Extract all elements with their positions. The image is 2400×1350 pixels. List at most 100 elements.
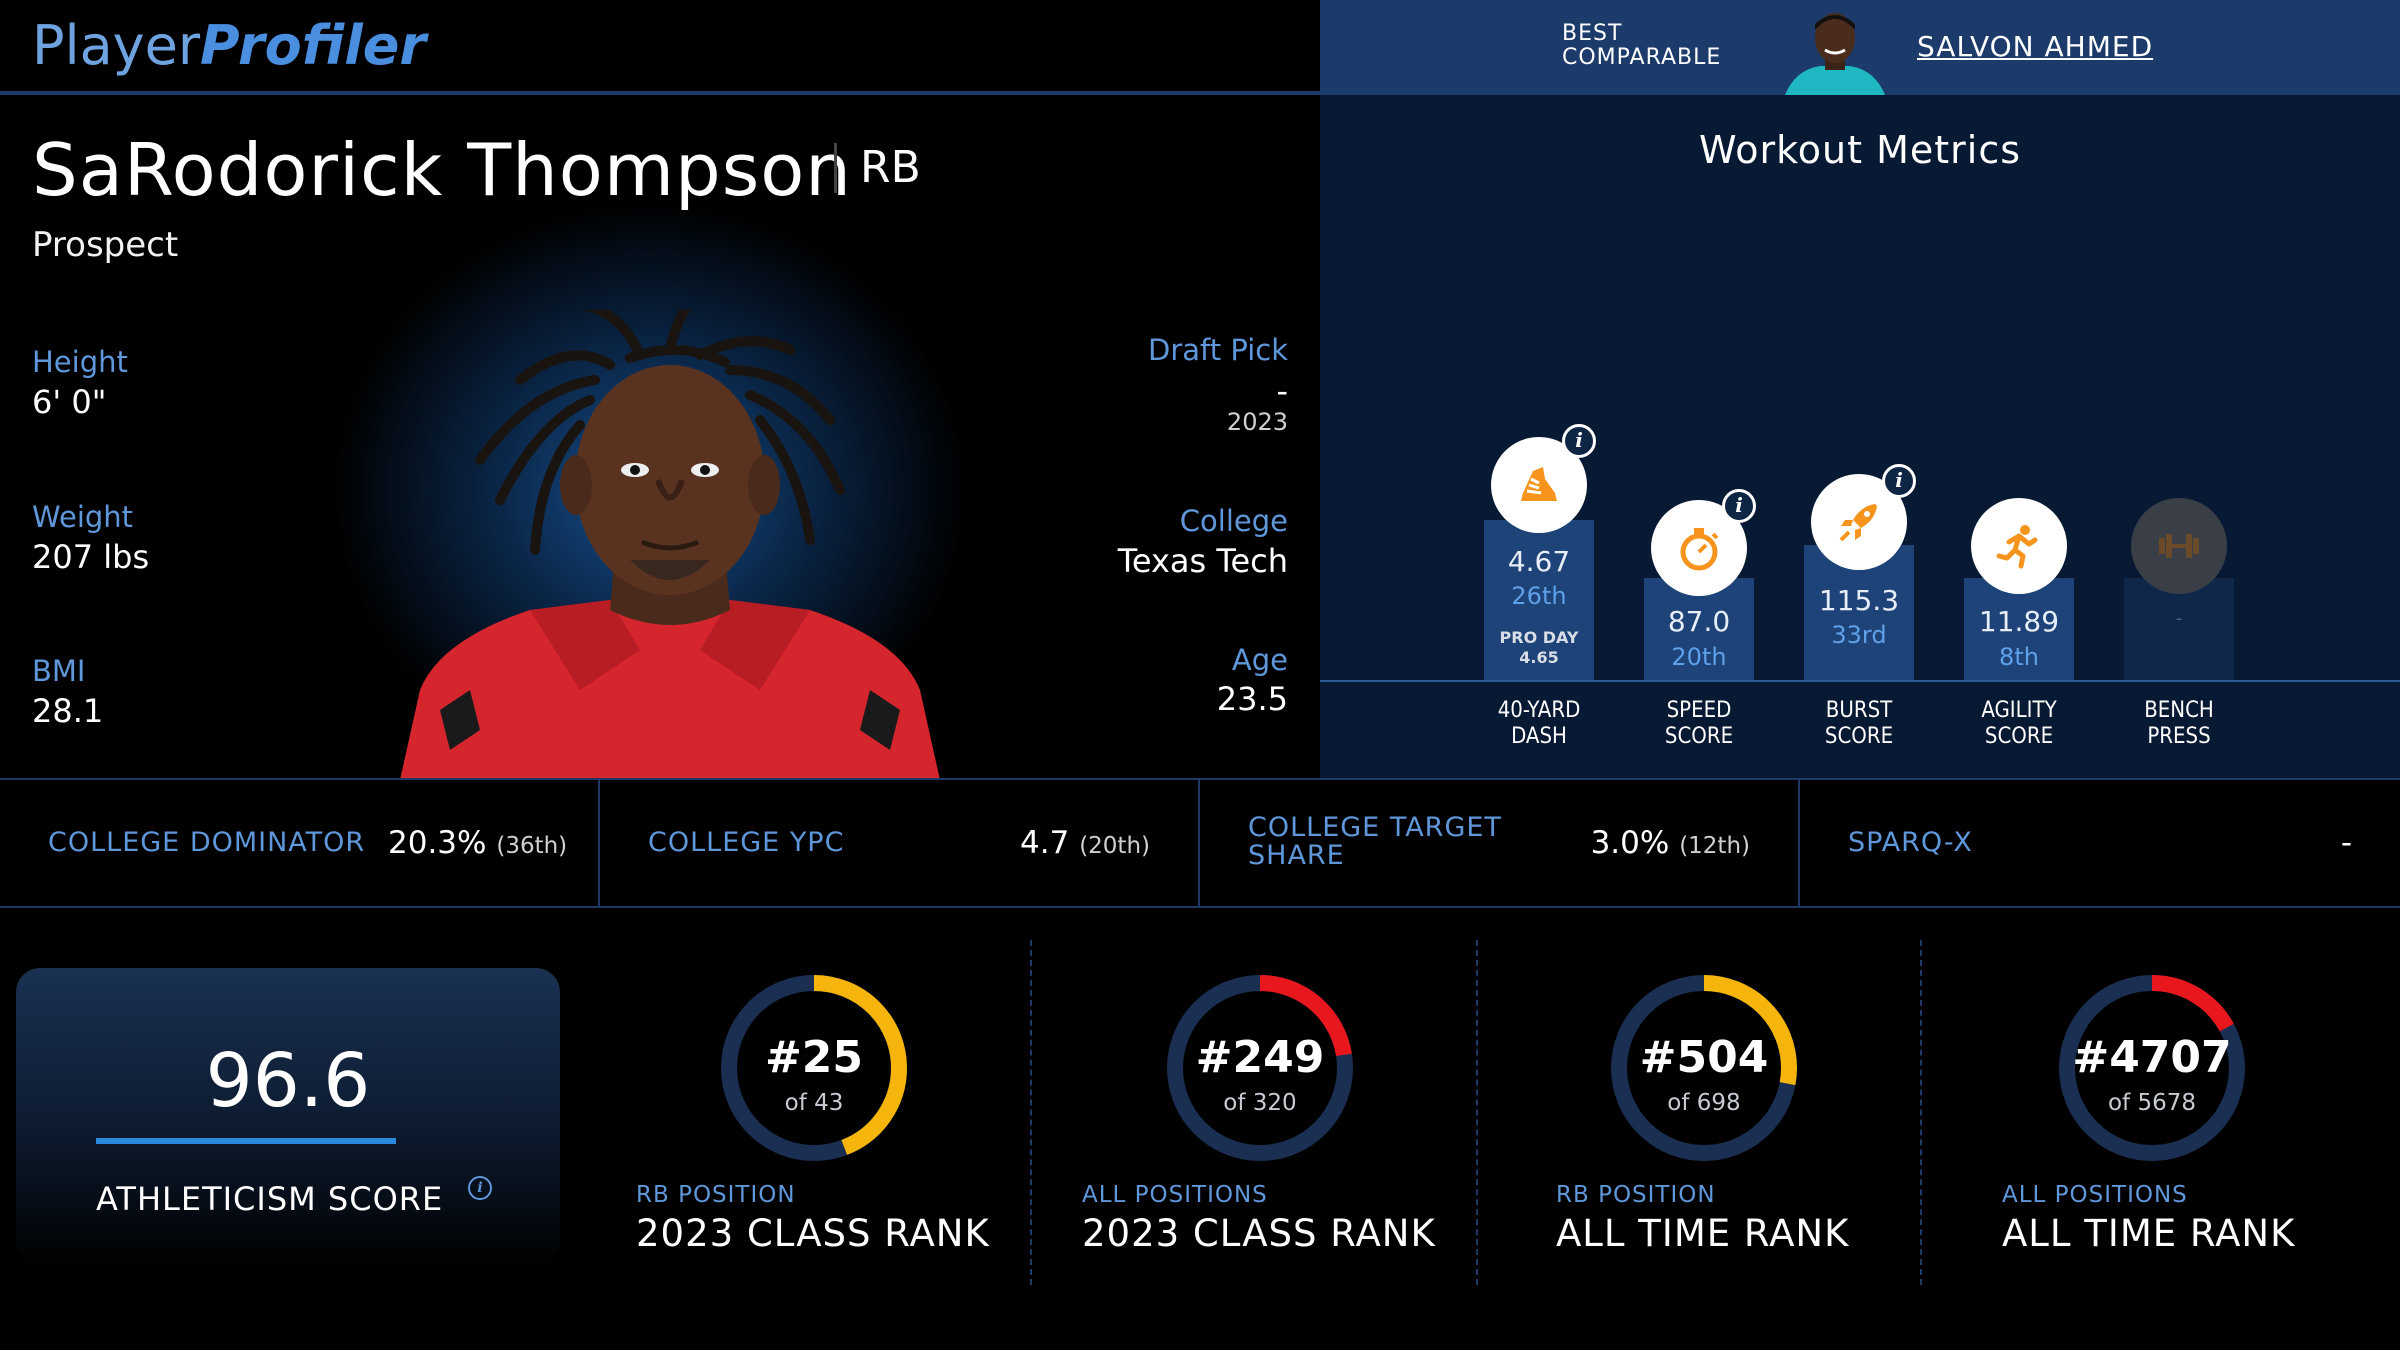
college-value: Texas Tech (1117, 542, 1288, 580)
rank-ring-arc (721, 975, 907, 1161)
bench-press-value: - (2175, 608, 2183, 629)
height-value: 6' 0" (32, 383, 107, 421)
height-label: Height (32, 345, 128, 379)
athleticism-score-bar (96, 1138, 396, 1144)
agility-score-rank: 8th (1999, 643, 2039, 671)
speed-score-label: SPEED SCORE (1624, 698, 1774, 750)
rank-rb-class: #25 of 43 RB POSITION 2023 CLASS RANK (636, 940, 1082, 1290)
comparable-player-photo[interactable] (1780, 8, 1890, 95)
weight-label: Weight (32, 500, 134, 534)
workout-metrics-panel: BEST COMPARABLE SALVON AHMED Workout Met… (1320, 0, 2400, 778)
agility-score-label-line2: SCORE (1984, 724, 2054, 749)
playerprofiler-logo[interactable]: PlayerProfiler (32, 14, 426, 77)
logo-text-player: Player (32, 14, 201, 77)
forty-yard-info-icon[interactable]: i (1562, 424, 1596, 458)
strip-divider (1198, 780, 1200, 906)
comparable-player-link[interactable]: SALVON AHMED (1917, 30, 2154, 63)
rank-title: ALL TIME RANK (1556, 1212, 1850, 1255)
college-dominator-value: 20.3% (36th) (388, 825, 567, 861)
forty-yard-proday: PRO DAY 4.65 (1484, 628, 1594, 668)
rank-all-alltime: #4707 of 5678 ALL POSITIONS ALL TIME RAN… (2002, 940, 2400, 1290)
burst-score-rank: 33rd (1831, 621, 1887, 649)
forty-yard-bar (1484, 520, 1594, 680)
rank-separator (1476, 940, 1478, 1285)
best-comparable-label-line2: COMPARABLE (1562, 45, 1722, 70)
rank-ring (721, 975, 907, 1161)
forty-yard-label: 40-YARD DASH (1464, 698, 1614, 750)
rank-title: 2023 CLASS RANK (636, 1212, 990, 1255)
college-stats-strip: COLLEGE DOMINATOR 20.3% (36th) COLLEGE Y… (0, 778, 2400, 908)
rank-number: #504 (1639, 1032, 1769, 1083)
strip-divider (1798, 780, 1800, 906)
forty-yard-label-line2: DASH (1511, 724, 1567, 749)
sparq-x-label: SPARQ-X (1848, 827, 1973, 858)
age-value: 23.5 (1216, 680, 1288, 718)
college-ypc-rank: (20th) (1079, 833, 1150, 859)
college-label: College (1179, 504, 1288, 538)
rank-ring-arc (1611, 975, 1797, 1161)
rank-total: of 320 (1223, 1090, 1297, 1116)
college-target-share-number: 3.0% (1590, 825, 1670, 861)
rank-number: #25 (764, 1032, 864, 1083)
bench-press-label-line1: BENCH (2144, 698, 2214, 723)
sparq-x-value: - (2340, 825, 2352, 861)
college-target-share-value: 3.0% (12th) (1591, 825, 1750, 861)
rank-title: 2023 CLASS RANK (1082, 1212, 1436, 1255)
strip-divider (598, 780, 600, 906)
workout-metrics-title: Workout Metrics (1698, 128, 2022, 172)
speed-score-label-line2: SCORE (1664, 724, 1734, 749)
bench-press-label: BENCH PRESS (2104, 698, 2254, 750)
rank-all-class: #249 of 320 ALL POSITIONS 2023 CLASS RAN… (1082, 940, 1528, 1290)
burst-score-label-line2: SCORE (1824, 724, 1894, 749)
college-dominator-number: 20.3% (388, 825, 487, 861)
rank-total: of 5678 (2107, 1090, 2196, 1116)
college-target-share-label-line2: SHARE (1248, 840, 1345, 871)
draft-year: 2023 (1226, 408, 1288, 436)
player-status: Prospect (32, 225, 179, 265)
college-target-share-label-line1: COLLEGE TARGET (1248, 812, 1502, 843)
proday-label: PRO DAY (1499, 628, 1579, 647)
burst-score-value: 115.3 (1818, 584, 1900, 617)
rank-ring-arc (1167, 975, 1353, 1161)
college-dominator-label: COLLEGE DOMINATOR (48, 827, 366, 858)
college-ypc-number: 4.7 (1020, 825, 1070, 861)
barbell-icon (2131, 498, 2227, 594)
player-photo (400, 310, 940, 778)
speed-score-value: 87.0 (1667, 605, 1731, 638)
athleticism-score-value: 96.6 (205, 1038, 371, 1124)
college-dominator-rank: (36th) (496, 833, 568, 859)
college-ypc-label: COLLEGE YPC (648, 827, 845, 858)
burst-score-label: BURST SCORE (1784, 698, 1934, 750)
forty-yard-rank: 26th (1511, 582, 1567, 610)
brand-bar: PlayerProfiler (0, 0, 1320, 95)
athleticism-score-card: 96.6 ATHLETICISM SCORE i (16, 968, 560, 1268)
logo-text-profiler: Profiler (200, 14, 426, 77)
speed-score-info-icon[interactable]: i (1722, 489, 1756, 523)
best-comparable-label: BEST COMPARABLE (1562, 22, 1721, 70)
agility-score-label-line1: AGILITY (1981, 698, 2057, 723)
player-position: RB (860, 142, 921, 193)
agility-score-label: AGILITY SCORE (1944, 698, 2094, 750)
draft-pick-label: Draft Pick (1148, 333, 1288, 367)
rank-scope: ALL POSITIONS (1082, 1182, 1268, 1208)
college-target-share-rank: (12th) (1679, 833, 1750, 859)
rank-scope: RB POSITION (636, 1182, 796, 1208)
college-dominator-cell: COLLEGE DOMINATOR 20.3% (36th) (0, 780, 598, 906)
agility-score-bar (1964, 578, 2074, 680)
agility-score-value: 11.89 (1978, 605, 2060, 638)
rank-ring-arc (2059, 975, 2245, 1161)
sparq-x-cell: SPARQ-X - (1800, 780, 2400, 906)
forty-yard-label-line1: 40-YARD (1497, 698, 1581, 723)
college-ypc-cell: COLLEGE YPC 4.7 (20th) (600, 780, 1198, 906)
rank-number: #4707 (2072, 1032, 2232, 1083)
speed-score-label-line1: SPEED (1666, 698, 1732, 723)
rank-separator (1920, 940, 1922, 1285)
athleticism-info-icon[interactable]: i (468, 1176, 492, 1200)
burst-score-info-icon[interactable]: i (1882, 464, 1916, 498)
weight-value: 207 lbs (32, 538, 150, 576)
college-target-share-cell: COLLEGE TARGET SHARE 3.0% (12th) (1200, 780, 1798, 906)
rank-title: ALL TIME RANK (2002, 1212, 2296, 1255)
college-target-share-label: COLLEGE TARGET SHARE (1248, 814, 1502, 870)
college-ypc-value: 4.7 (20th) (1020, 825, 1150, 861)
player-profile-panel: PlayerProfiler (0, 0, 1320, 778)
